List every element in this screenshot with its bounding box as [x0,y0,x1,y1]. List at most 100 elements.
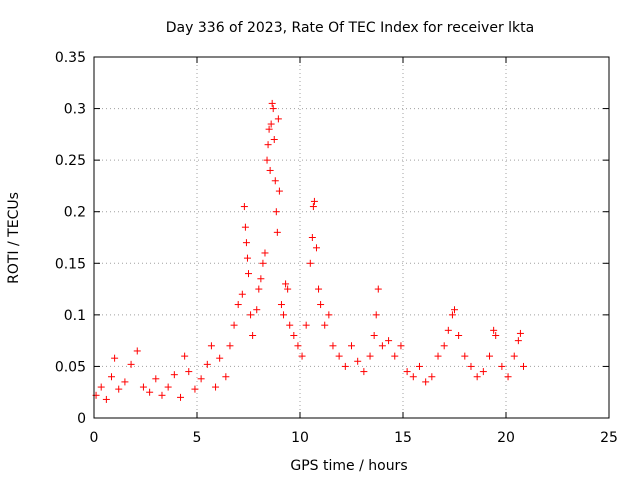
x-tick-label: 5 [193,430,202,446]
data-point [259,259,267,267]
data-point [203,360,211,368]
data-point [294,342,302,350]
x-tick-label: 10 [291,430,309,446]
data-point [451,306,458,314]
data-point [315,285,323,293]
data-point [226,342,234,350]
data-point [97,383,105,391]
data-point [264,141,272,149]
data-point [212,383,220,391]
y-tick-label: 0.1 [64,308,86,324]
data-point [302,321,310,329]
data-point [247,311,255,319]
data-point [372,311,380,319]
data-point [242,239,250,247]
data-point [317,301,325,309]
y-tick-label: 0.05 [55,359,86,375]
data-point [255,285,263,293]
data-point [498,362,506,370]
x-tick-label: 15 [394,430,412,446]
data-point [274,115,282,123]
data-point [234,301,242,309]
data-point [467,362,475,370]
y-axis-label: ROTI / TECUs [6,192,22,284]
data-point [272,208,280,216]
data-point [516,329,524,337]
data-point [428,373,436,381]
data-point [290,331,298,339]
data-point [409,373,417,381]
data-point [374,285,382,293]
data-point [216,354,224,362]
data-point [261,249,269,257]
data-point [185,368,193,376]
data-point [102,395,110,403]
data-point [269,105,277,113]
y-tick-label: 0 [77,411,86,427]
data-point [265,125,273,133]
data-point [164,383,172,391]
data-point [207,342,215,350]
data-point [455,331,463,339]
data-point [249,331,257,339]
data-point [325,311,333,319]
data-point [360,368,368,376]
data-point [378,342,386,350]
data-point [121,378,129,386]
data-point [504,373,512,381]
data-point [310,197,318,205]
data-point [238,290,246,298]
data-point [158,391,166,399]
data-point [257,275,265,283]
data-points [92,99,528,403]
data-point [271,177,279,185]
data-point [266,166,274,174]
grid-lines [94,57,609,418]
data-point [177,393,185,401]
y-tick-label: 0.25 [55,153,86,169]
data-point [329,342,337,350]
data-point [282,280,290,288]
data-point [197,375,205,383]
data-point [263,156,271,164]
data-point [267,120,275,128]
data-point [286,321,294,329]
x-axis-label: GPS time / hours [290,458,407,474]
data-point [308,234,316,241]
data-point [490,326,498,334]
data-point [191,385,199,393]
x-tick-label: 20 [497,430,515,446]
data-point [298,352,306,360]
data-point [434,352,442,360]
data-point [280,311,288,319]
data-point [111,354,119,362]
data-point [492,331,500,339]
data-point [391,352,399,360]
y-tick-label: 0.35 [55,50,86,66]
y-tick-label: 0.2 [64,205,86,221]
data-point [440,342,448,350]
data-point [108,373,116,381]
data-point [321,321,329,329]
data-point [127,360,135,368]
data-point [115,385,123,393]
chart-title: Day 336 of 2023, Rate Of TEC Index for r… [166,20,534,36]
data-point [385,337,393,345]
data-point [275,187,283,195]
axis-ticks: 0 5 10 15 20 25 0 0.05 0.1 0.15 0.2 0.25 0.3 0.35 [55,50,618,446]
data-point [152,375,160,383]
data-point [222,373,230,381]
x-tick-label: 0 [90,430,99,446]
data-point [422,378,430,386]
data-point [240,203,248,211]
plot-frame [93,56,610,419]
data-point [230,321,238,329]
data-point [284,285,292,293]
data-point [241,223,249,231]
data-point [415,362,423,370]
data-point [486,352,494,360]
data-point [309,203,317,211]
data-point [312,244,320,252]
data-point [253,306,261,314]
